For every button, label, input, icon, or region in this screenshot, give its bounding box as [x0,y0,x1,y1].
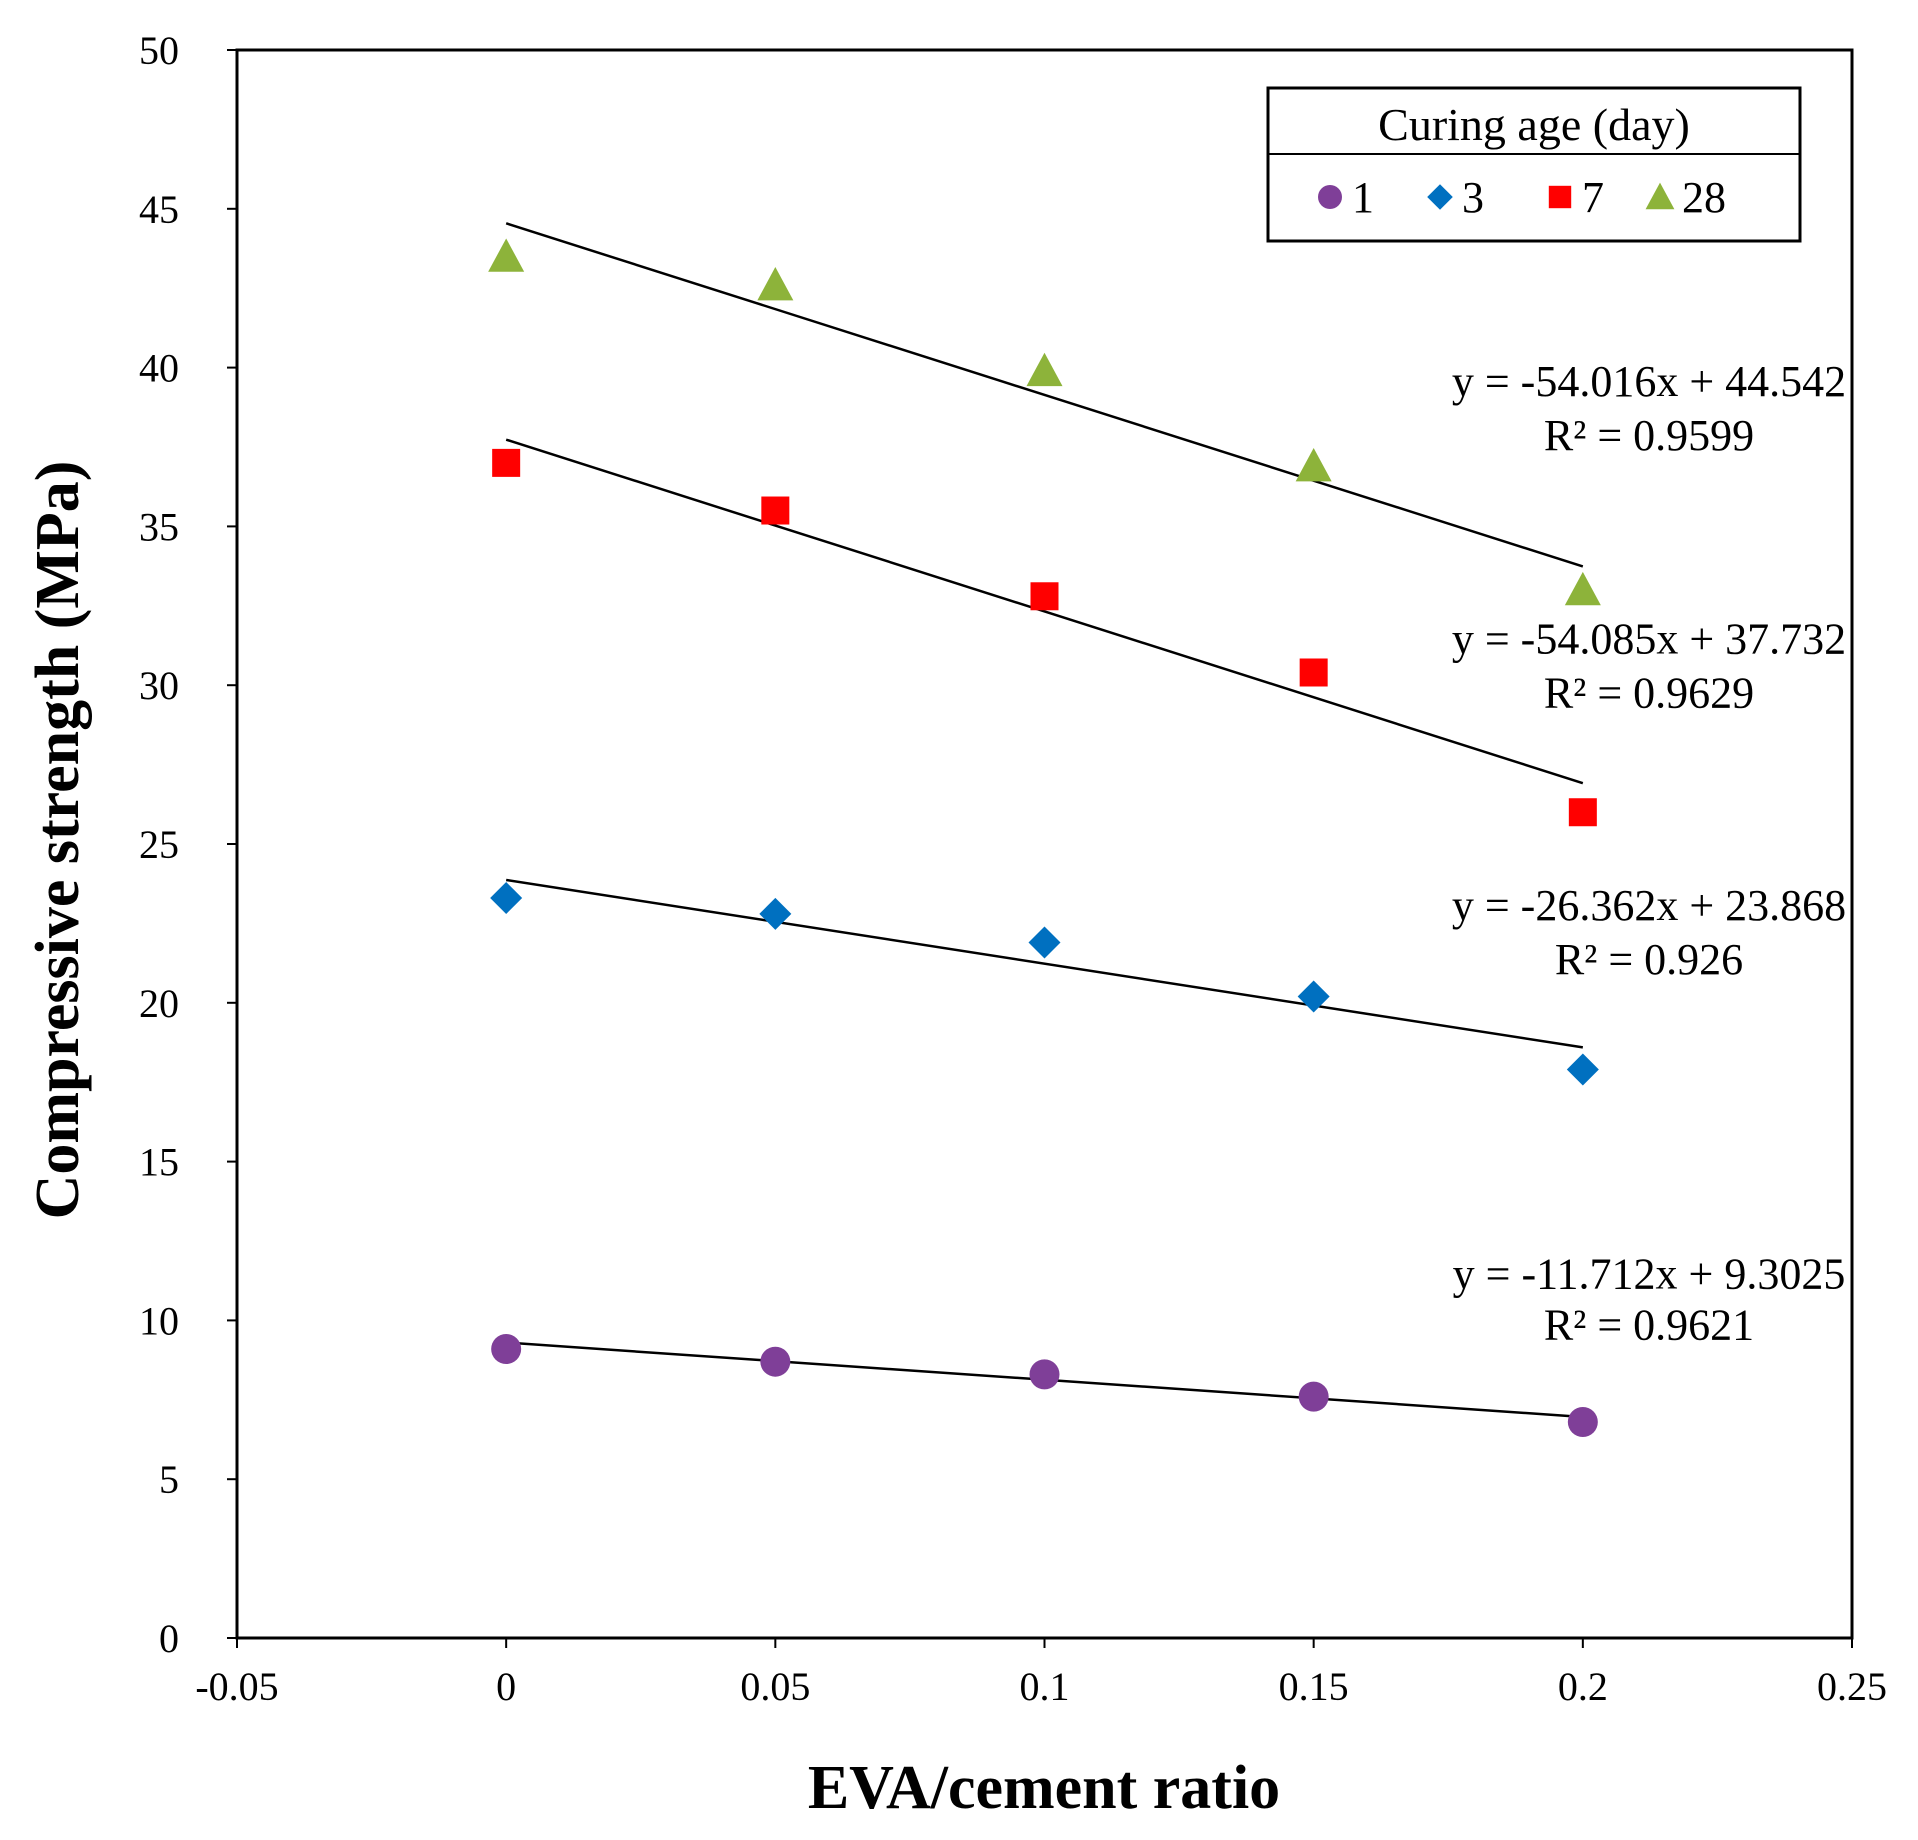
legend-marker-3 [1427,184,1453,210]
point-series-28 [757,267,794,301]
legend-marker-1 [1318,185,1342,209]
trendline-r-squared: R² = 0.9599 [1544,411,1754,460]
legend-label: 7 [1582,173,1604,222]
y-tick-label: 10 [139,1298,179,1343]
point-series-1 [1567,1407,1598,1438]
point-series-1 [1029,1359,1060,1390]
y-tick-label: 40 [139,346,179,391]
point-series-7 [761,496,790,525]
point-series-3 [759,897,792,930]
trendline-r-squared: R² = 0.926 [1555,935,1743,984]
x-tick-label: 0.1 [1020,1664,1070,1709]
x-tick-label: 0 [496,1664,516,1709]
trendline-equation: y = -54.085x + 37.732 [1452,614,1846,663]
point-series-1 [1298,1381,1329,1412]
x-axis-ticks: -0.05 0 0.05 0.1 0.15 0.2 0.25 [195,1638,1887,1709]
x-tick-label: 0.05 [740,1664,810,1709]
x-tick-label: -0.05 [195,1664,278,1709]
trendline-series-7 [505,438,1584,785]
y-tick-label: 0 [159,1616,179,1661]
trendline-series-28 [505,222,1584,568]
legend-box [1266,86,1802,243]
y-tick-label: 5 [159,1457,179,1502]
point-series-3 [1028,926,1061,959]
trendline-equation: y = -11.712x + 9.3025 [1453,1250,1846,1299]
y-axis-ticks: 0 5 10 15 20 25 30 35 40 45 50 [139,28,237,1661]
legend-label: 3 [1462,173,1484,222]
point-series-1 [491,1333,522,1364]
x-tick-label: 0.25 [1817,1664,1887,1709]
point-series-7 [1030,582,1059,611]
y-tick-label: 30 [139,663,179,708]
legend-title: Curing age (day) [1378,99,1690,150]
y-tick-label: 25 [139,822,179,867]
y-axis-title: Compressive strength (MPa) [24,461,92,1220]
trendline-equation: y = -54.016x + 44.542 [1452,357,1846,406]
point-series-7 [1568,798,1597,827]
legend-marker-28 [1645,182,1675,210]
y-tick-label: 50 [139,28,179,73]
x-tick-label: 0.15 [1279,1664,1349,1709]
trendline-r-squared: R² = 0.9629 [1544,668,1754,717]
y-tick-label: 35 [139,504,179,549]
point-series-28 [1295,448,1332,482]
point-series-7 [1299,658,1328,687]
y-tick-label: 45 [139,187,179,232]
trendline-equation: y = -26.362x + 23.868 [1452,881,1846,930]
point-series-3 [1297,980,1330,1013]
y-tick-label: 20 [139,981,179,1026]
point-series-28 [488,238,525,272]
data-points [488,238,1601,1438]
legend: Curing age (day) 1 3 7 28 [1266,86,1802,243]
point-series-3 [1566,1053,1599,1086]
point-series-7 [492,448,521,477]
trendline-r-squared: R² = 0.9621 [1544,1300,1754,1349]
trendline-series-3 [505,878,1584,1049]
point-series-28 [1564,571,1601,606]
point-series-3 [490,881,523,914]
point-series-28 [1026,352,1063,387]
legend-label: 1 [1352,173,1374,222]
y-tick-label: 15 [139,1140,179,1185]
legend-items: 1 3 7 28 [1318,173,1726,222]
legend-label: 28 [1682,173,1726,222]
x-tick-label: 0.2 [1558,1664,1608,1709]
point-series-1 [760,1346,791,1377]
legend-marker-7 [1548,185,1572,209]
x-axis-title: EVA/cement ratio [808,1754,1280,1822]
